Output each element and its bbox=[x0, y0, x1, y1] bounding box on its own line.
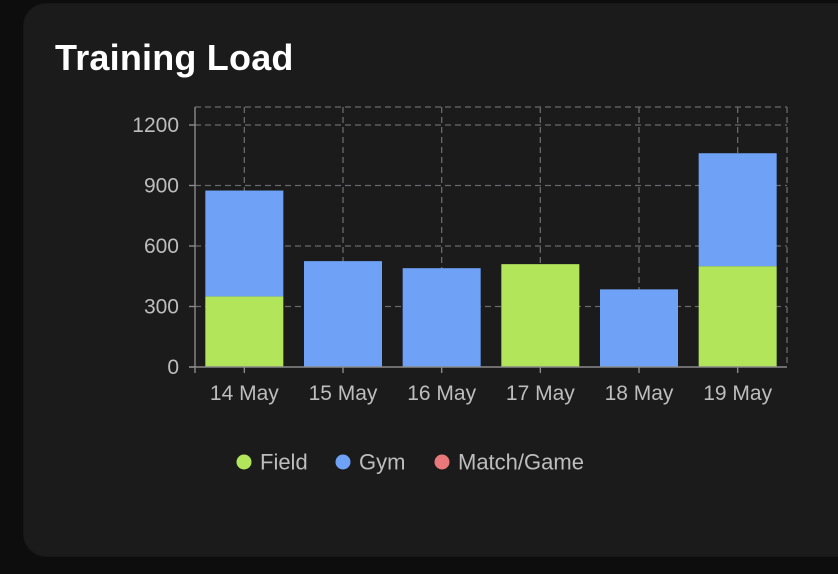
chart-legend: Field Gym Match/Game bbox=[236, 450, 584, 475]
chart-bars bbox=[205, 153, 777, 367]
bar-gym bbox=[402, 268, 481, 367]
bar-gym bbox=[205, 190, 284, 297]
card-title: Training Load bbox=[55, 37, 294, 78]
x-tick-label: 14 May bbox=[210, 382, 279, 405]
chart-axes: 0 300 600 900 1200 14 May 15 May 16 May 17 May 18… bbox=[132, 107, 787, 405]
legend-label: Gym bbox=[359, 450, 405, 475]
x-tick-label: 19 May bbox=[703, 382, 772, 405]
y-tick-label: 300 bbox=[144, 296, 179, 319]
legend-swatch bbox=[335, 454, 351, 470]
bar-field bbox=[698, 266, 777, 367]
y-tick-label: 900 bbox=[144, 175, 179, 198]
legend-swatch bbox=[236, 454, 252, 470]
bar-field bbox=[205, 296, 284, 367]
y-tick-label: 0 bbox=[167, 356, 179, 379]
x-tick-label: 18 May bbox=[605, 382, 674, 405]
legend-label: Match/Game bbox=[458, 450, 584, 475]
y-tick-label: 1200 bbox=[132, 114, 179, 137]
y-tick-label: 600 bbox=[144, 235, 179, 258]
legend-label: Field bbox=[260, 450, 308, 475]
legend-swatch bbox=[434, 454, 450, 470]
bar-gym bbox=[698, 153, 777, 267]
bar-gym bbox=[304, 261, 382, 367]
bar-gym bbox=[600, 289, 678, 367]
bar-field bbox=[501, 264, 580, 367]
x-tick-label: 16 May bbox=[407, 382, 476, 405]
x-tick-label: 15 May bbox=[309, 382, 378, 405]
chart-grid bbox=[195, 106, 788, 367]
x-tick-label: 17 May bbox=[506, 382, 575, 405]
